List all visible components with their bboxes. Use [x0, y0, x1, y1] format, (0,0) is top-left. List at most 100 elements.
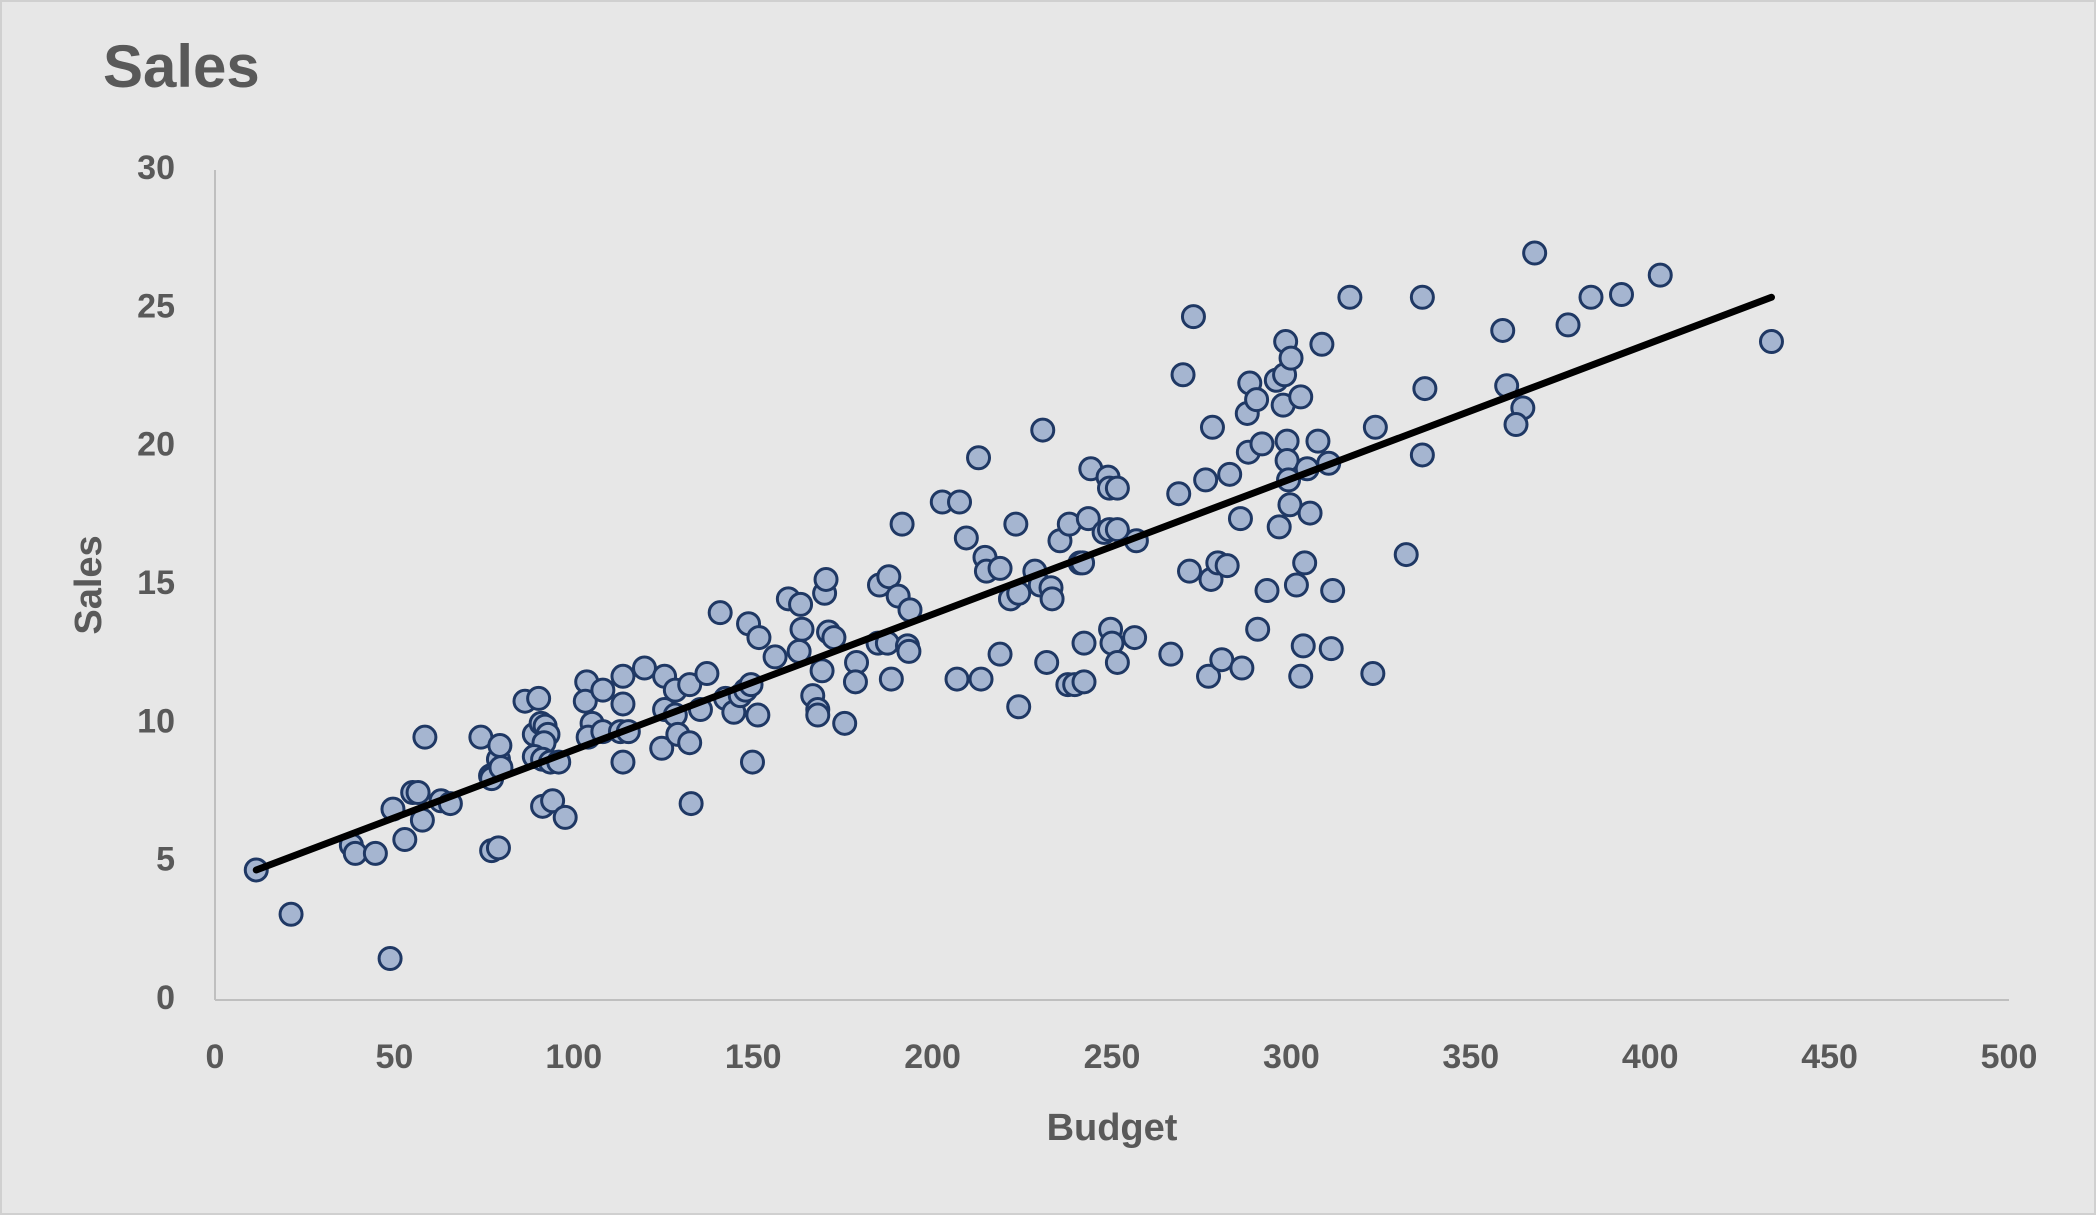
data-point [1305, 428, 1331, 454]
y-tick-label: 10 [137, 702, 175, 740]
data-point [1244, 387, 1270, 413]
data-point [1647, 262, 1673, 288]
x-tick-label: 50 [375, 1038, 413, 1076]
x-tick-label: 150 [725, 1038, 782, 1076]
data-point [1278, 345, 1304, 371]
data-point [1170, 362, 1196, 388]
data-point [987, 555, 1013, 581]
data-point [1309, 331, 1335, 357]
data-point [1266, 514, 1292, 540]
data-point [1071, 630, 1097, 656]
data-point [1292, 550, 1318, 576]
data-point [966, 445, 992, 471]
x-tick-label: 400 [1622, 1038, 1679, 1076]
data-point [832, 710, 858, 736]
data-point [788, 591, 814, 617]
data-point [1249, 431, 1275, 457]
data-point [1758, 329, 1784, 355]
data-point [412, 724, 438, 750]
data-point [889, 511, 915, 537]
data-point [944, 666, 970, 692]
x-tick-label: 500 [1981, 1038, 2038, 1076]
x-tick-label: 250 [1084, 1038, 1141, 1076]
x-tick-label: 0 [206, 1038, 225, 1076]
x-tick-label: 300 [1263, 1038, 1320, 1076]
data-point [1555, 312, 1581, 338]
data-point [405, 780, 431, 805]
data-point [1039, 586, 1065, 612]
y-tick-label: 20 [137, 426, 175, 464]
data-point [1409, 442, 1435, 468]
data-point [762, 644, 788, 670]
data-point [377, 946, 403, 971]
data-point [485, 835, 511, 861]
y-axis-title: Sales [68, 535, 110, 634]
data-point [745, 702, 771, 728]
data-point [677, 730, 703, 756]
data-point [1034, 649, 1060, 675]
data-point [876, 564, 902, 590]
data-point [677, 672, 703, 698]
x-tick-label: 450 [1801, 1038, 1858, 1076]
data-point [1196, 663, 1222, 689]
data-point [1199, 414, 1225, 440]
data-point [552, 804, 578, 830]
data-point [878, 666, 904, 692]
data-point [813, 566, 839, 592]
data-point [590, 677, 616, 703]
data-point [896, 638, 922, 664]
data-point [1503, 412, 1529, 438]
data-point [1490, 317, 1516, 343]
data-point [805, 702, 831, 728]
data-point [1337, 284, 1363, 310]
data-point [610, 663, 636, 689]
data-point [789, 616, 815, 642]
data-point [707, 600, 733, 626]
data-point [1214, 553, 1240, 579]
data-point [1522, 240, 1548, 266]
data-point [1283, 572, 1309, 598]
data-point [968, 666, 994, 692]
data-point [1166, 481, 1192, 507]
chart-title: Sales [103, 33, 260, 100]
data-point [694, 661, 720, 687]
data-point [739, 749, 765, 775]
data-point [1158, 641, 1184, 667]
y-tick-label: 30 [137, 149, 175, 187]
data-point [1360, 661, 1386, 687]
data-point [362, 840, 388, 866]
data-point [540, 788, 566, 814]
data-point [572, 688, 598, 714]
data-point [1217, 461, 1243, 487]
x-tick-label: 200 [904, 1038, 961, 1076]
data-point [1288, 384, 1314, 410]
data-point [809, 658, 835, 684]
data-point [1318, 636, 1344, 662]
trend-line [252, 293, 1775, 874]
data-point [1320, 578, 1346, 604]
data-point [1608, 282, 1634, 307]
data-point [842, 669, 868, 695]
data-point [987, 641, 1013, 667]
data-point [1227, 506, 1253, 532]
data-point [1122, 625, 1148, 651]
data-point [1104, 475, 1130, 501]
data-point [1290, 633, 1316, 659]
data-point [1297, 500, 1323, 526]
data-point [1193, 467, 1219, 493]
x-tick-label: 100 [545, 1038, 602, 1076]
data-point [1030, 417, 1056, 443]
data-point [392, 827, 418, 853]
data-point [1288, 663, 1314, 689]
data-point [947, 489, 973, 515]
data-point [487, 732, 513, 758]
data-point [1245, 616, 1271, 642]
data-point [1104, 517, 1130, 543]
data-point [1229, 655, 1255, 681]
data-point [1180, 304, 1206, 330]
data-point [1393, 542, 1419, 568]
data-point [1362, 414, 1388, 440]
data-point [746, 625, 772, 651]
